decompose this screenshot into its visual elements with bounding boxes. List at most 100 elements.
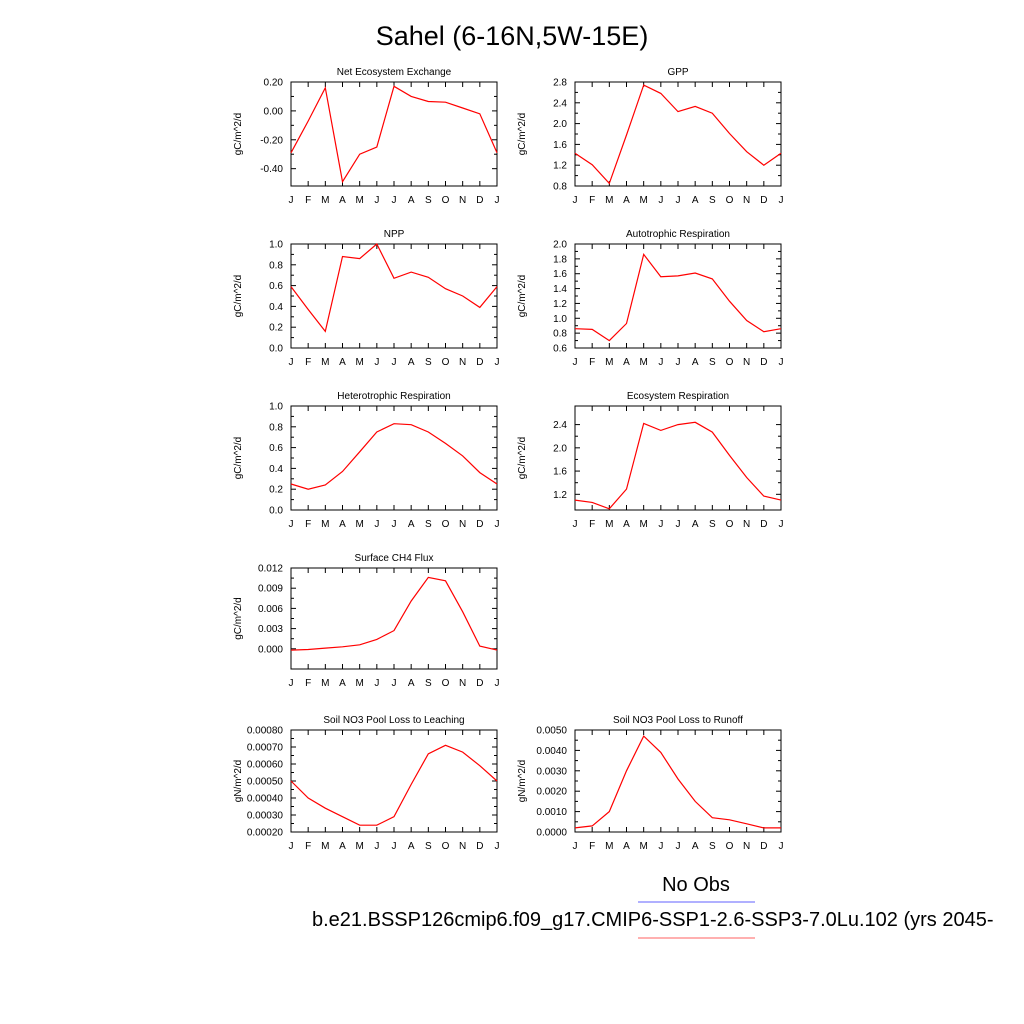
y-tick-label: 0.000 [258, 644, 283, 655]
x-tick-label: O [442, 841, 450, 852]
y-tick-label: 1.2 [553, 490, 567, 501]
legend-obs-label: No Obs [662, 874, 730, 896]
y-tick-label: 0.00030 [247, 811, 284, 822]
x-tick-label: A [692, 841, 699, 852]
x-tick-label: N [743, 357, 750, 368]
x-tick-label: J [392, 519, 397, 530]
x-tick-label: F [305, 519, 311, 530]
panel-title: Surface CH4 Flux [355, 553, 434, 564]
y-tick-label: 2.4 [553, 98, 567, 109]
y-tick-label: 0.0020 [536, 787, 567, 798]
x-tick-label: O [726, 841, 734, 852]
x-tick-label: J [374, 678, 379, 689]
x-tick-label: S [709, 357, 716, 368]
x-tick-label: D [476, 678, 483, 689]
x-tick-label: N [459, 678, 466, 689]
x-tick-label: J [392, 841, 397, 852]
figure-title: Sahel (6-16N,5W-15E) [376, 21, 649, 51]
y-axis-label: gN/m^2/d [233, 760, 244, 803]
x-tick-label: J [573, 195, 578, 206]
panel-title: Autotrophic Respiration [626, 229, 730, 240]
y-axis-label: gC/m^2/d [233, 275, 244, 318]
x-tick-label: J [495, 195, 500, 206]
y-tick-label: 0.00020 [247, 828, 284, 839]
x-tick-label: J [495, 678, 500, 689]
x-tick-label: J [658, 357, 663, 368]
y-tick-label: 0.0050 [536, 726, 567, 737]
x-tick-label: M [605, 195, 613, 206]
x-tick-label: N [459, 195, 466, 206]
y-tick-label: 1.0 [269, 402, 283, 413]
x-tick-label: J [374, 519, 379, 530]
y-tick-label: 1.6 [553, 467, 567, 478]
x-tick-label: J [779, 519, 784, 530]
x-tick-label: J [289, 519, 294, 530]
y-tick-label: 0.20 [264, 78, 284, 89]
y-tick-label: 1.4 [553, 284, 567, 295]
x-tick-label: S [425, 519, 432, 530]
y-axis-label: gC/m^2/d [233, 597, 244, 640]
y-tick-label: 1.8 [553, 254, 567, 265]
x-tick-label: N [743, 519, 750, 530]
y-tick-label: 0.0030 [536, 766, 567, 777]
y-tick-label: 1.0 [553, 314, 567, 325]
y-axis-label: gC/m^2/d [517, 437, 528, 480]
panel-title: Heterotrophic Respiration [337, 391, 450, 402]
x-tick-label: D [476, 357, 483, 368]
x-tick-label: J [658, 195, 663, 206]
x-tick-label: J [573, 519, 578, 530]
x-tick-label: N [743, 841, 750, 852]
y-tick-label: 0.00 [264, 106, 284, 117]
x-tick-label: J [676, 357, 681, 368]
x-tick-label: F [589, 841, 595, 852]
y-tick-label: 0.006 [258, 604, 283, 615]
legend-case-label: b.e21.BSSP126cmip6.f09_g17.CMIP6-SSP1-2.… [312, 909, 994, 931]
panel-title: NPP [384, 229, 405, 240]
x-tick-label: A [339, 195, 346, 206]
x-tick-label: F [589, 357, 595, 368]
y-tick-label: 0.0010 [536, 807, 567, 818]
plot-frame [574, 729, 782, 833]
x-tick-label: S [709, 841, 716, 852]
x-tick-label: M [355, 841, 363, 852]
x-tick-label: O [442, 678, 450, 689]
x-tick-label: O [442, 195, 450, 206]
x-tick-label: S [425, 678, 432, 689]
plot-frame [290, 405, 498, 511]
series-line [290, 744, 498, 826]
y-tick-label: 0.012 [258, 564, 283, 575]
x-tick-label: M [355, 195, 363, 206]
y-tick-label: 2.0 [553, 443, 567, 454]
x-tick-label: J [289, 678, 294, 689]
x-tick-label: O [726, 357, 734, 368]
legend: No Obs b.e21.BSSP126cmip6.f09_g17.CMIP6-… [312, 874, 994, 939]
x-tick-label: F [305, 195, 311, 206]
x-tick-label: S [709, 519, 716, 530]
y-tick-label: 0.2 [269, 323, 283, 334]
x-tick-label: A [408, 357, 415, 368]
x-tick-label: O [726, 195, 734, 206]
y-axis-label: gC/m^2/d [517, 113, 528, 156]
x-tick-label: J [374, 841, 379, 852]
plot-frame [574, 81, 782, 187]
series-line [290, 423, 498, 490]
y-tick-label: 0.00040 [247, 794, 284, 805]
x-tick-label: A [623, 519, 630, 530]
x-tick-label: N [459, 841, 466, 852]
x-tick-label: J [289, 195, 294, 206]
x-tick-label: D [760, 357, 767, 368]
x-tick-label: O [442, 357, 450, 368]
x-tick-label: M [639, 841, 647, 852]
x-tick-label: A [408, 841, 415, 852]
x-tick-label: F [305, 357, 311, 368]
y-tick-label: 0.8 [269, 422, 283, 433]
y-tick-label: 0.6 [553, 344, 567, 355]
x-tick-label: M [321, 357, 329, 368]
x-tick-label: M [355, 519, 363, 530]
